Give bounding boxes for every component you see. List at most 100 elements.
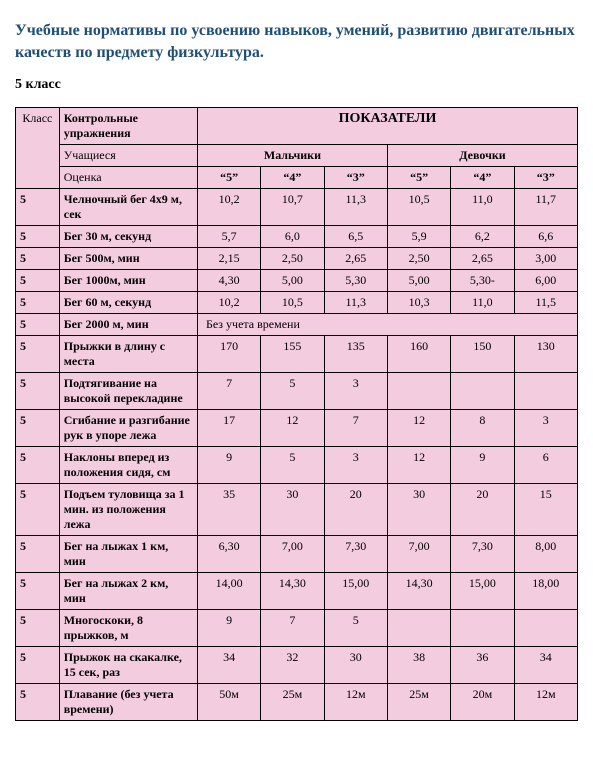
- cell-class: 5: [16, 336, 60, 373]
- cell-exercise: Бег 30 м, секунд: [59, 226, 197, 248]
- cell-value: 6,0: [261, 226, 324, 248]
- cell-class: 5: [16, 248, 60, 270]
- table-row: 5Прыжки в длину с места17015513516015013…: [16, 336, 578, 373]
- cell-value: 3: [324, 373, 387, 410]
- cell-value: 11,5: [514, 292, 577, 314]
- cell-value: 20: [451, 484, 514, 536]
- cell-class: 5: [16, 292, 60, 314]
- cell-value: 135: [324, 336, 387, 373]
- cell-class: 5: [16, 314, 60, 336]
- cell-value: 11,3: [324, 292, 387, 314]
- table-row: 5Бег 30 м, секунд5,76,06,55,96,26,6: [16, 226, 578, 248]
- cell-value: 7,30: [451, 536, 514, 573]
- cell-exercise: Прыжок на скакалке, 15 сек, раз: [59, 647, 197, 684]
- cell-exercise: Бег на лыжах 2 км, мин: [59, 573, 197, 610]
- cell-value: 3: [324, 447, 387, 484]
- cell-exercise: Наклоны вперед из положения сидя, см: [59, 447, 197, 484]
- cell-class: 5: [16, 226, 60, 248]
- cell-value: 20: [324, 484, 387, 536]
- cell-value: [451, 610, 514, 647]
- cell-value: 2,65: [451, 248, 514, 270]
- cell-value: 14,30: [387, 573, 450, 610]
- cell-exercise: Прыжки в длину с места: [59, 336, 197, 373]
- cell-value: 12: [387, 410, 450, 447]
- cell-value: 10,5: [261, 292, 324, 314]
- table-row: 5Плавание (без учета времени)50м25м12м25…: [16, 684, 578, 721]
- cell-value: 5,00: [261, 270, 324, 292]
- cell-value: 5,30: [324, 270, 387, 292]
- hdr-boys-3: “3”: [324, 167, 387, 189]
- cell-value: 6: [514, 447, 577, 484]
- cell-exercise: Бег 1000м, мин: [59, 270, 197, 292]
- cell-value: 6,00: [514, 270, 577, 292]
- cell-value: 12м: [514, 684, 577, 721]
- cell-class: 5: [16, 536, 60, 573]
- hdr-girls: Девочки: [387, 145, 577, 167]
- hdr-students: Учащиеся: [59, 145, 197, 167]
- hdr-indicators: ПОКАЗАТЕЛИ: [197, 108, 577, 145]
- cell-value: 25м: [261, 684, 324, 721]
- cell-value: 7: [261, 610, 324, 647]
- cell-class: 5: [16, 610, 60, 647]
- cell-class: 5: [16, 447, 60, 484]
- cell-exercise: Бег 500м, мин: [59, 248, 197, 270]
- table-row: 5Прыжок на скакалке, 15 сек, раз34323038…: [16, 647, 578, 684]
- cell-class: 5: [16, 373, 60, 410]
- cell-value: 8: [451, 410, 514, 447]
- grade-label: 5 класс: [15, 77, 578, 93]
- cell-value: 6,30: [197, 536, 260, 573]
- standards-table: Класс Контрольные упражнения ПОКАЗАТЕЛИ …: [15, 107, 578, 721]
- cell-exercise: Бег 2000 м, мин: [59, 314, 197, 336]
- cell-value: [387, 610, 450, 647]
- hdr-class: Класс: [16, 108, 60, 189]
- cell-exercise: Бег 60 м, секунд: [59, 292, 197, 314]
- cell-exercise: Многоскоки, 8 прыжков, м: [59, 610, 197, 647]
- cell-value: 9: [451, 447, 514, 484]
- cell-value: 50м: [197, 684, 260, 721]
- cell-value: [514, 610, 577, 647]
- cell-value: 6,5: [324, 226, 387, 248]
- hdr-girls-5: “5”: [387, 167, 450, 189]
- cell-value: 7,00: [261, 536, 324, 573]
- cell-value: 2,65: [324, 248, 387, 270]
- table-row: 5Бег 500м, мин2,152,502,652,502,653,00: [16, 248, 578, 270]
- cell-value: [514, 373, 577, 410]
- cell-value: 7,30: [324, 536, 387, 573]
- cell-value: 6,2: [451, 226, 514, 248]
- cell-value: 15,00: [324, 573, 387, 610]
- cell-value: 7: [197, 373, 260, 410]
- cell-class: 5: [16, 573, 60, 610]
- cell-class: 5: [16, 484, 60, 536]
- cell-value: 5,7: [197, 226, 260, 248]
- cell-value: 2,50: [387, 248, 450, 270]
- cell-value: 10,7: [261, 189, 324, 226]
- cell-value: 155: [261, 336, 324, 373]
- cell-value: 35: [197, 484, 260, 536]
- table-header: Класс Контрольные упражнения ПОКАЗАТЕЛИ …: [16, 108, 578, 189]
- cell-value: [387, 373, 450, 410]
- table-row: 5Бег 1000м, мин4,305,005,305,005,30-6,00: [16, 270, 578, 292]
- cell-value: 14,00: [197, 573, 260, 610]
- table-row: 5Подъем туловища за 1 мин. из положения …: [16, 484, 578, 536]
- table-row: 5Бег 60 м, секунд10,210,511,310,311,011,…: [16, 292, 578, 314]
- table-body: 5Челночный бег 4х9 м, сек10,210,711,310,…: [16, 189, 578, 721]
- cell-value: 7,00: [387, 536, 450, 573]
- cell-exercise: Плавание (без учета времени): [59, 684, 197, 721]
- cell-value: 10,2: [197, 292, 260, 314]
- cell-value: 32: [261, 647, 324, 684]
- cell-value: 2,15: [197, 248, 260, 270]
- cell-value: 8,00: [514, 536, 577, 573]
- cell-value: 17: [197, 410, 260, 447]
- cell-class: 5: [16, 270, 60, 292]
- cell-value: 4,30: [197, 270, 260, 292]
- cell-exercise: Подъем туловища за 1 мин. из положения л…: [59, 484, 197, 536]
- cell-value: 34: [514, 647, 577, 684]
- cell-value: 12: [387, 447, 450, 484]
- cell-exercise: Сгибание и разгибание рук в упоре лежа: [59, 410, 197, 447]
- cell-value: 14,30: [261, 573, 324, 610]
- cell-class: 5: [16, 410, 60, 447]
- cell-value: 5,30-: [451, 270, 514, 292]
- cell-class: 5: [16, 189, 60, 226]
- cell-value: 11,0: [451, 292, 514, 314]
- hdr-boys-4: “4”: [261, 167, 324, 189]
